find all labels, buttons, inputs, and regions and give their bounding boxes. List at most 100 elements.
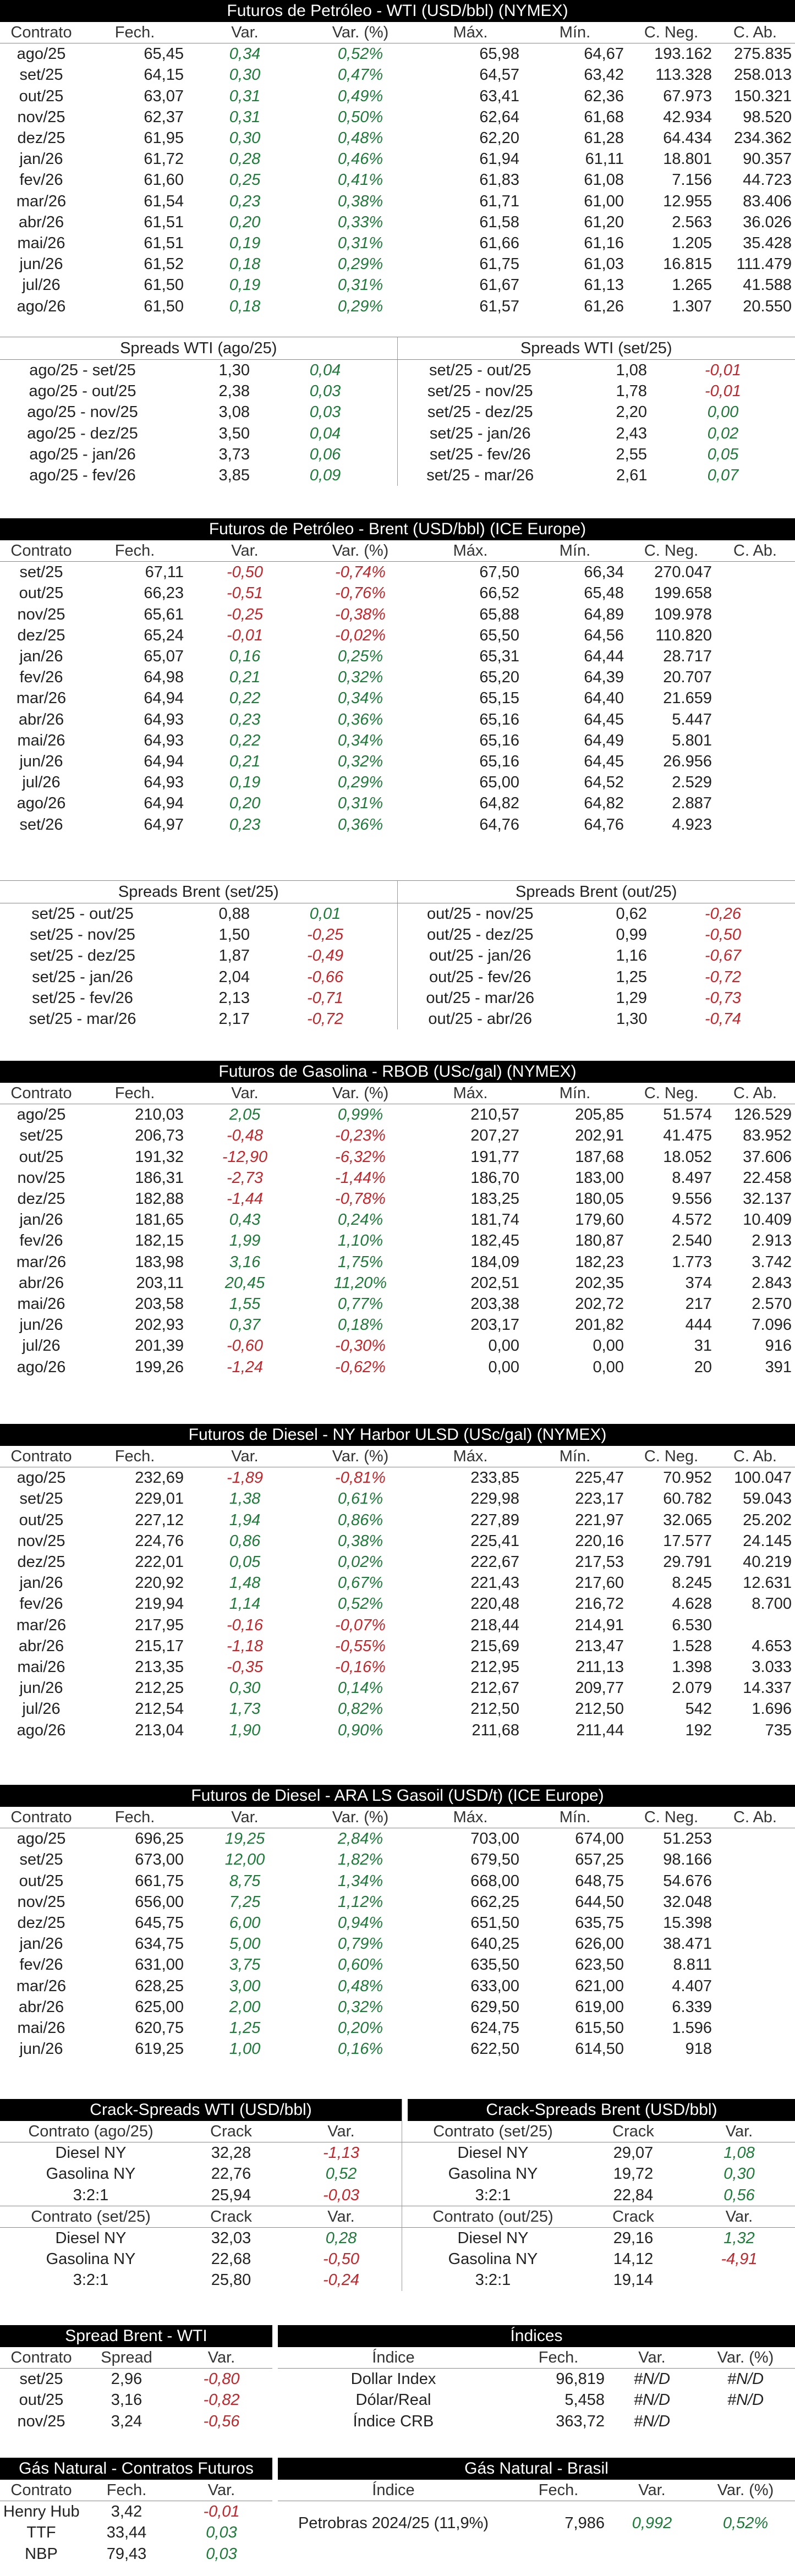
table-cell: out/25 - dez/25 xyxy=(427,926,534,944)
table-cell: -0,01 xyxy=(704,361,742,380)
table-cell: 40.219 xyxy=(743,1553,792,1571)
rbob-section: Futuros de Gasolina - RBOB (USc/gal) (NY… xyxy=(0,1061,795,1378)
table-cell: 1,50 xyxy=(218,926,250,944)
table-cell: 3,00 xyxy=(229,1977,261,1995)
table-cell xyxy=(715,1892,795,1912)
table-cell: 696,25 xyxy=(135,1830,184,1848)
table-cell: Dollar Index xyxy=(350,2370,436,2388)
table-cell: 0,52% xyxy=(337,45,383,63)
table-row: set/25 - nov/25 1,50 -0,25 xyxy=(0,924,397,945)
table-cell: -0,50 xyxy=(226,563,264,582)
table-cell: 3.742 xyxy=(752,1253,792,1271)
table-cell: 1,25 xyxy=(229,2019,261,2037)
table-cell: -0,24 xyxy=(322,2271,360,2289)
table-cell: 191,77 xyxy=(470,1148,519,1166)
table-cell: 1.265 xyxy=(672,276,712,294)
table-cell: 0,30 xyxy=(229,129,261,147)
table-cell: 113.328 xyxy=(655,66,712,84)
table-cell: 1,30 xyxy=(616,1010,648,1028)
table-row: jun/26 61,52 0,18 0,29% 61,75 61,03 16.815 111.… xyxy=(0,254,795,275)
table-cell: ago/25 - out/25 xyxy=(29,382,136,401)
table-cell: 2,43 xyxy=(616,424,647,442)
table-cell: 22.458 xyxy=(743,1169,792,1187)
table-row: mai/26 213,35 -0,35 -0,16% 212,95 211,13 1.398… xyxy=(0,1657,795,1678)
table-cell xyxy=(683,2270,795,2290)
table-cell: 5,00 xyxy=(229,1935,261,1953)
table-cell: 0,03 xyxy=(309,403,341,421)
table-cell: nov/25 xyxy=(17,108,65,126)
table-cell: 220,48 xyxy=(470,1595,519,1613)
table-cell: 65,31 xyxy=(479,648,519,666)
table-cell: nov/25 xyxy=(17,605,65,623)
table-cell: 215,17 xyxy=(135,1637,184,1655)
table-cell xyxy=(715,1871,795,1892)
crack-wti-title: Crack-Spreads WTI (USD/bbl) xyxy=(0,2099,402,2121)
table-cell: ago/25 - dez/25 xyxy=(27,424,138,442)
table-cell: 8.497 xyxy=(672,1169,712,1187)
table-cell xyxy=(715,709,795,730)
table-cell: 1,75% xyxy=(337,1253,383,1271)
table-cell: 0,34% xyxy=(337,689,383,708)
table-cell: 2.843 xyxy=(752,1274,792,1292)
table-cell: 61,11 xyxy=(585,150,624,168)
table-cell: 29,16 xyxy=(613,2229,654,2248)
table-row: Diesel NY 29,07 1,08 xyxy=(402,2142,795,2164)
table-cell: 26.956 xyxy=(663,752,712,770)
indices-table: Índice Fech. Var. Var. (%) Dollar Index 96,81… xyxy=(278,2347,795,2432)
table-cell: 0,48% xyxy=(337,129,383,147)
table-cell: -0,71 xyxy=(306,989,344,1007)
table-cell: 211,68 xyxy=(471,1721,519,1739)
brent-title: Futuros de Petróleo - Brent (USD/bbl) (I… xyxy=(0,518,795,540)
table-cell: 1,08 xyxy=(723,2144,755,2162)
table-cell: -4,91 xyxy=(721,2250,758,2268)
table-cell: 0,99 xyxy=(616,926,647,944)
column-header: C. Ab. xyxy=(733,542,777,560)
table-cell: 0,28 xyxy=(229,150,261,168)
table-cell: 0,22 xyxy=(229,731,261,749)
table-row: set/25 - dez/25 1,87 -0,49 xyxy=(0,945,397,966)
table-cell: dez/25 xyxy=(17,1553,65,1571)
table-cell: -0,74% xyxy=(335,563,386,582)
table-cell xyxy=(715,1954,795,1975)
table-row: nov/25 224,76 0,86 0,38% 225,41 220,16 17.577 2… xyxy=(0,1531,795,1552)
table-cell: 61,83 xyxy=(479,171,519,189)
table-cell: 182,15 xyxy=(135,1232,184,1250)
column-header: Spread xyxy=(101,2349,152,2367)
rbob-title: Futuros de Gasolina - RBOB (USc/gal) (NY… xyxy=(0,1061,795,1083)
table-row: out/25 - abr/26 1,30 -0,74 xyxy=(398,1009,795,1029)
table-cell: 20,45 xyxy=(224,1274,265,1292)
table-cell: 1,73 xyxy=(229,1700,261,1718)
table-row: out/25 - jan/26 1,16 -0,67 xyxy=(398,945,795,966)
table-cell: 64,97 xyxy=(144,815,184,834)
table-cell: 8,75 xyxy=(229,1872,261,1890)
table-cell: 0,25% xyxy=(337,648,383,666)
table-cell: 0,02 xyxy=(707,424,739,442)
table-cell: 3,75 xyxy=(229,1956,261,1974)
table-row: set/25 - fev/26 2,13 -0,71 xyxy=(0,988,397,1009)
table-cell: 619,25 xyxy=(135,2040,184,2058)
column-header-row: Contrato Fech. Var. Var. (%) Máx. Mín. C. Neg.… xyxy=(0,540,795,562)
table-row: mai/26 203,58 1,55 0,77% 203,38 202,72 217 2.57… xyxy=(0,1294,795,1314)
table-row: jul/26 64,93 0,19 0,29% 65,00 64,52 2.529 xyxy=(0,772,795,793)
table-cell: 32.065 xyxy=(663,1511,712,1529)
table-cell: 0,29% xyxy=(337,255,383,273)
table-cell: dez/25 xyxy=(17,626,65,644)
table-cell: Gasolina NY xyxy=(46,2250,136,2268)
table-cell: -0,82 xyxy=(203,2391,240,2409)
table-cell: 1,32 xyxy=(723,2229,755,2248)
column-header: Contrato xyxy=(10,1808,72,1827)
table-row: ago/26 64,94 0,20 0,31% 64,82 64,82 2.887 xyxy=(0,793,795,814)
table-row: set/25 - nov/25 1,78 -0,01 xyxy=(398,381,795,402)
table-cell: mai/26 xyxy=(17,234,65,252)
table-row: out/25 - fev/26 1,25 -0,72 xyxy=(398,967,795,988)
table-cell: 0,86 xyxy=(229,1532,261,1550)
brent-section: Futuros de Petróleo - Brent (USD/bbl) (I… xyxy=(0,518,795,835)
table-cell: 0,00 xyxy=(488,1358,519,1376)
table-cell: 193.162 xyxy=(654,45,712,63)
table-cell: 61,50 xyxy=(144,297,184,315)
table-cell: 0,25 xyxy=(229,171,261,189)
brent-spreads-right-title: Spreads Brent (out/25) xyxy=(397,880,795,903)
table-cell: 11,20% xyxy=(333,1274,387,1292)
table-cell: jul/26 xyxy=(22,774,61,792)
table-cell: 126.529 xyxy=(734,1106,792,1124)
